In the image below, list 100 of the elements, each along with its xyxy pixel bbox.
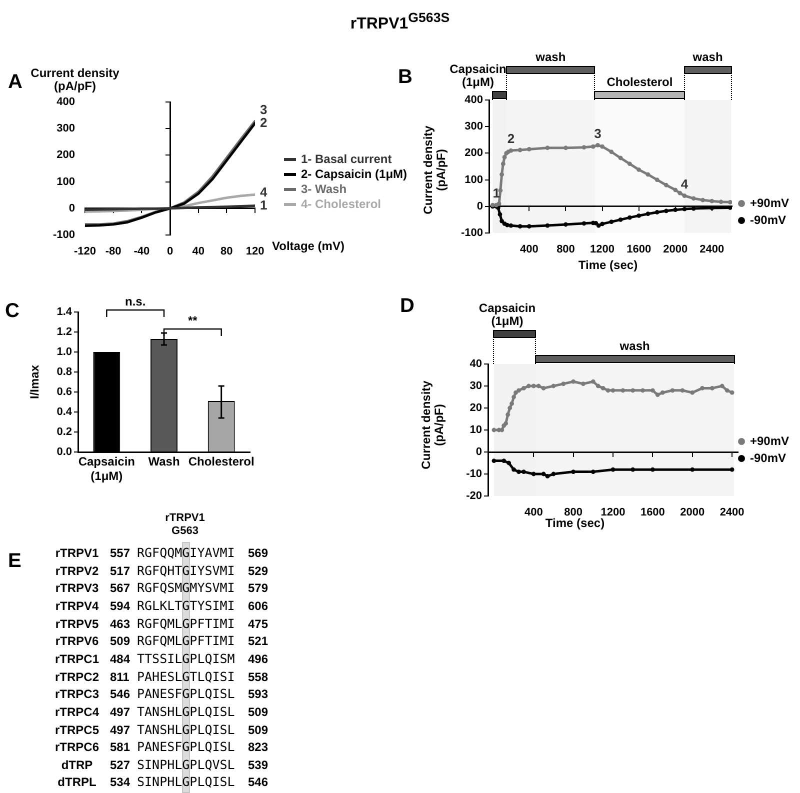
x-tick-label: 800 xyxy=(556,244,575,256)
y-tick-label: 200 xyxy=(464,147,483,160)
point xyxy=(571,379,576,384)
text: rTRPV1$^{G563S}$ xyxy=(349,10,451,34)
text: E xyxy=(8,550,22,573)
point xyxy=(500,218,504,224)
point xyxy=(526,224,532,229)
band-label: Cholesterol xyxy=(606,75,673,89)
y-axis-title: Current density (pA/pF) xyxy=(421,124,448,216)
point xyxy=(545,474,550,478)
point xyxy=(636,167,642,172)
text: 509 RGFQMLGPFTIMI 521 xyxy=(110,633,268,648)
point xyxy=(691,196,696,201)
point xyxy=(582,221,586,226)
point xyxy=(673,188,678,192)
text: rTRPV1 G563 xyxy=(164,512,206,538)
legend-label: +90mV xyxy=(750,434,790,448)
annotation: 3 xyxy=(260,102,268,117)
text: 517 RGFQHTGIYSVMI 529 xyxy=(110,562,268,578)
point xyxy=(536,384,541,388)
category-label: rTRPV4 xyxy=(54,598,100,613)
point xyxy=(718,200,724,204)
text: 581 PANESFGPLQISL 823 xyxy=(110,739,268,754)
x-tick-label: 40 xyxy=(192,246,204,258)
point xyxy=(500,172,504,177)
y-tick-label: 100 xyxy=(464,174,483,186)
point xyxy=(506,460,512,466)
category-label: dTRP xyxy=(60,758,94,772)
point xyxy=(502,154,507,160)
x-tick-label: 120 xyxy=(246,246,264,258)
point xyxy=(545,223,550,228)
point xyxy=(600,222,604,226)
point xyxy=(724,388,730,393)
text: 463 RGFQMLGPFTIMI 475 xyxy=(110,616,268,631)
point xyxy=(531,472,536,476)
point xyxy=(720,384,724,388)
point xyxy=(728,206,732,210)
x-tick-label: 1600 xyxy=(640,506,665,519)
point xyxy=(654,210,660,214)
x-axis-title: Voltage (mV) xyxy=(272,239,344,253)
point xyxy=(531,384,536,388)
point xyxy=(518,224,522,229)
point xyxy=(627,215,632,220)
point xyxy=(522,386,526,390)
y-axis-title: I/Imax xyxy=(28,364,42,402)
point xyxy=(508,223,514,228)
point xyxy=(618,218,623,222)
band-label: Capsaicin (1μM) xyxy=(478,301,536,328)
point xyxy=(678,190,682,196)
x-tick-label: 80 xyxy=(220,246,233,258)
x-tick-label: 2000 xyxy=(663,244,688,256)
category-label: dTRPL xyxy=(56,775,98,790)
point xyxy=(508,406,512,410)
x-tick-label: 800 xyxy=(564,506,582,519)
y-tick-label: 0.6 xyxy=(56,386,72,398)
point xyxy=(581,382,586,386)
category-label: rTRPV3 xyxy=(54,581,100,596)
point xyxy=(551,472,556,476)
point xyxy=(728,200,732,204)
point xyxy=(594,220,598,226)
point xyxy=(564,146,568,150)
point xyxy=(710,386,714,390)
point xyxy=(630,467,636,472)
legend-label: 4- Cholesterol xyxy=(301,197,382,211)
y-tick-label: 0.8 xyxy=(56,366,72,378)
y-tick-label: 1.0 xyxy=(56,346,72,358)
category-label: rTRPV2 xyxy=(54,564,100,578)
band-label: Capsaicin (1μM) xyxy=(450,62,506,89)
text: 527 SINPHLGPLQVSL 539 xyxy=(110,756,268,772)
point xyxy=(710,198,714,204)
point xyxy=(514,390,518,395)
category-label: rTRPC2 xyxy=(54,670,100,684)
x-tick-label: 400 xyxy=(520,244,538,256)
x-tick-label: 2400 xyxy=(720,506,744,519)
point xyxy=(551,384,556,388)
y-tick-label: 0 xyxy=(68,202,75,214)
point xyxy=(582,145,586,150)
point xyxy=(502,458,506,463)
y-tick-label: -10 xyxy=(466,468,482,480)
y-tick-label: 0.4 xyxy=(56,406,73,418)
point xyxy=(610,467,616,472)
point xyxy=(492,428,496,432)
category-label: rTRPC6 xyxy=(54,740,100,754)
category-label: rTRPV6 xyxy=(54,634,100,648)
point xyxy=(526,147,532,152)
x-axis-title: Time (sec) xyxy=(545,516,605,530)
point xyxy=(636,214,642,218)
point xyxy=(590,470,596,474)
point xyxy=(505,222,510,228)
x-tick-label: Cholesterol xyxy=(188,454,254,469)
point xyxy=(510,401,514,406)
legend-label: 3- Wash xyxy=(301,182,347,196)
point xyxy=(506,412,510,417)
text: 567 RGFQSMGMYSVMI 579 xyxy=(110,580,268,596)
x-tick-label: 2400 xyxy=(700,244,724,256)
category-label: rTRPC1 xyxy=(54,652,100,666)
legend-label: 2- Capsaicin (1μM) xyxy=(301,167,408,181)
point xyxy=(600,144,604,149)
x-axis-title: Time (sec) xyxy=(578,258,638,272)
text: 546 PANESFGPLQISL 593 xyxy=(110,686,268,702)
